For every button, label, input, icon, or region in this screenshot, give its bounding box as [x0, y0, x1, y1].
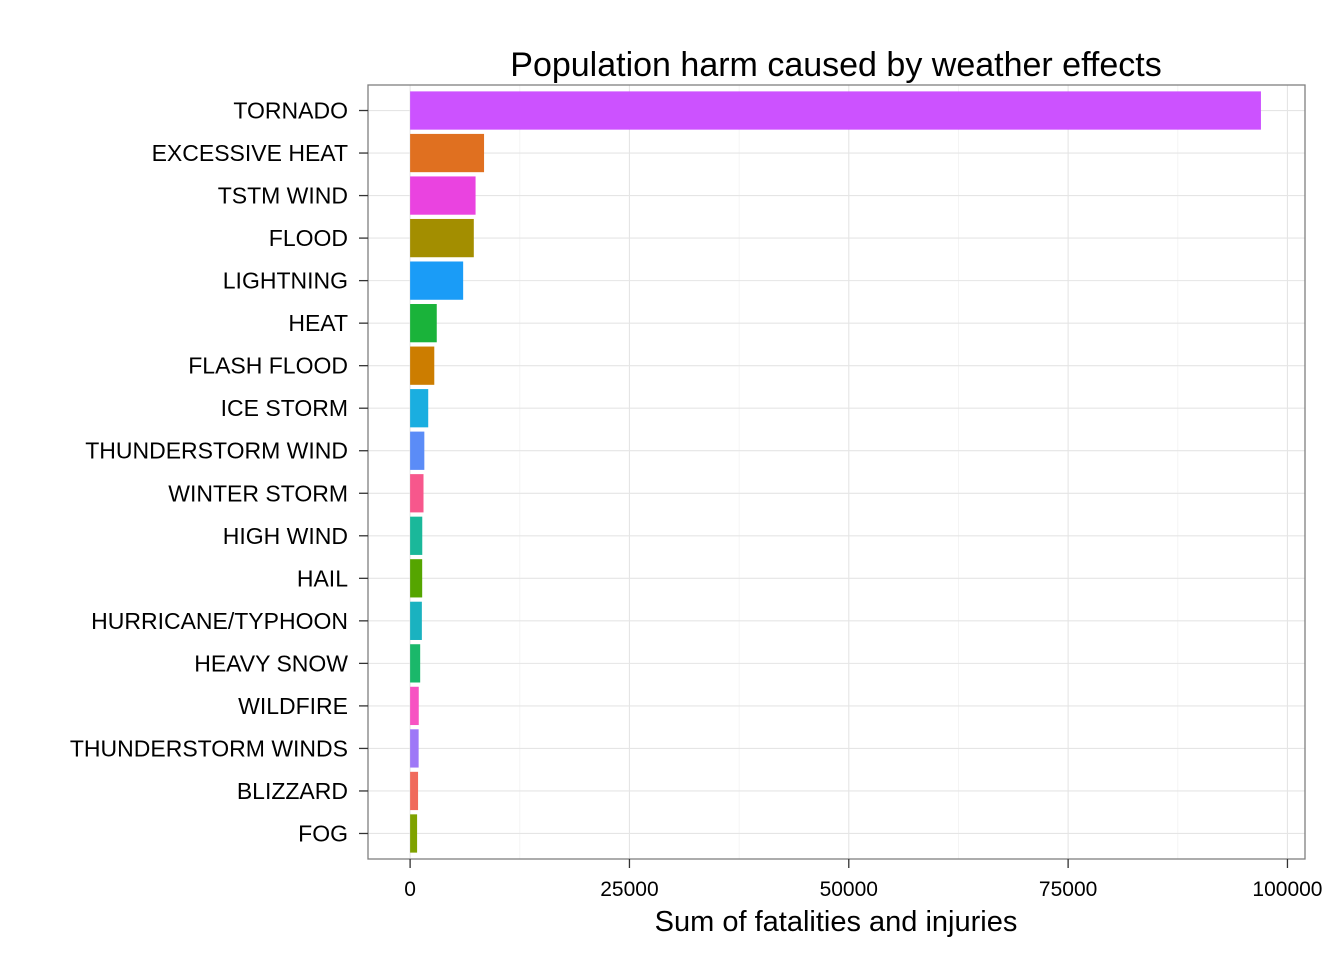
bar-wildfire: [410, 686, 419, 726]
x-tick-label: 75000: [1039, 878, 1097, 901]
y-tick-label: LIGHTNING: [223, 268, 348, 294]
x-tick-label: 25000: [600, 878, 658, 901]
y-tick-label: WINTER STORM: [168, 480, 348, 506]
y-tick-label: TORNADO: [233, 98, 348, 124]
bar-layer: [410, 91, 1261, 853]
bar-tstm-wind: [410, 176, 476, 215]
y-tick-label: FLOOD: [269, 225, 348, 251]
bar-excessive-heat: [410, 133, 485, 173]
chart-title: Population harm caused by weather effect…: [510, 46, 1161, 84]
y-axis: TORNADO EXCESSIVE HEAT TSTM WIND FLOOD LIGHT…: [70, 98, 368, 846]
bar-hail: [410, 559, 423, 598]
bar-ice-storm: [410, 389, 429, 428]
y-tick-label: HURRICANE/TYPHOON: [91, 608, 348, 634]
x-axis: 0 25000 50000 75000 100000: [404, 859, 1322, 901]
bar-lightning: [410, 261, 464, 300]
y-tick-label: HEAT: [288, 310, 348, 336]
grid-layer: [368, 85, 1305, 859]
y-tick-label: FLASH FLOOD: [188, 353, 348, 379]
y-tick-label: HEAVY SNOW: [194, 650, 348, 676]
y-tick-label: ICE STORM: [221, 395, 348, 421]
bar-blizzard: [410, 771, 419, 811]
x-tick-label: 100000: [1252, 878, 1322, 901]
bar-heavy-snow: [410, 644, 421, 683]
bar-flash-flood: [410, 346, 435, 385]
y-tick-label: FOG: [298, 820, 348, 846]
x-tick-label: 0: [404, 878, 416, 901]
bar-thunderstorm-winds: [410, 729, 419, 768]
bar-thunderstorm-wind: [410, 431, 425, 470]
y-tick-label: EXCESSIVE HEAT: [152, 140, 348, 166]
y-tick-label: THUNDERSTORM WINDS: [70, 735, 348, 761]
y-tick-label: THUNDERSTORM WIND: [85, 438, 348, 464]
bar-hurricane-typhoon: [410, 601, 422, 640]
bar-flood: [410, 218, 474, 258]
bar-tornado: [410, 91, 1261, 130]
bar-heat: [410, 304, 437, 343]
y-tick-label: WILDFIRE: [238, 693, 348, 719]
x-axis-title: Sum of fatalities and injuries: [655, 906, 1018, 938]
y-tick-label: HIGH WIND: [223, 523, 348, 549]
y-tick-label: TSTM WIND: [218, 183, 348, 209]
y-tick-label: BLIZZARD: [237, 778, 348, 804]
y-tick-label: HAIL: [297, 565, 348, 591]
x-tick-label: 50000: [820, 878, 878, 901]
bar-high-wind: [410, 516, 423, 555]
bar-fog: [410, 814, 418, 853]
bar-winter-storm: [410, 474, 424, 513]
plot-panel: [367, 84, 1306, 860]
